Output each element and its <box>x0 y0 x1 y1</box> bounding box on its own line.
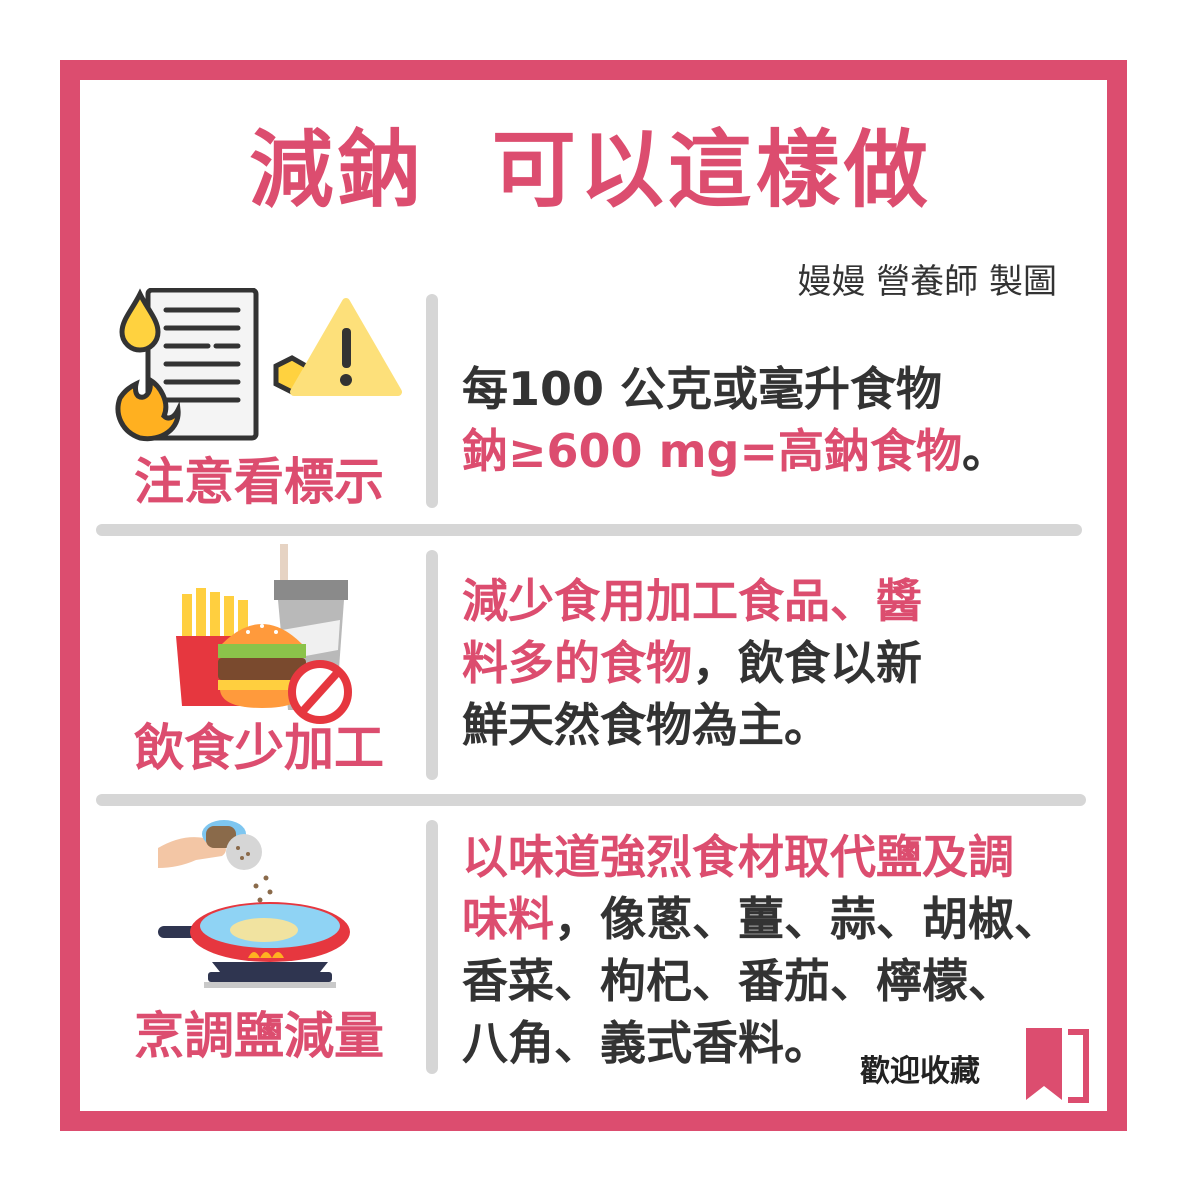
body-text: ，飲食以新 <box>692 636 922 690</box>
section-text: 以味道強烈食材取代鹽及調 味料，像蔥、薑、蒜、胡椒、 香菜、枸杞、番茄、檸檬、 八角、… <box>462 826 1060 1074</box>
text-line: 味料，像蔥、薑、蒜、胡椒、 <box>462 888 1060 950</box>
highlight-text: 減少食用加工食品、醬 <box>462 574 922 628</box>
nutrition-label-warning-icon <box>115 288 402 442</box>
bookmark-icon[interactable] <box>1022 1024 1090 1104</box>
section-label: 飲食少加工 <box>134 719 384 777</box>
section-label: 注意看標示 <box>134 453 384 511</box>
text-line: 料多的食物，飲食以新 <box>462 632 922 694</box>
column-divider <box>426 550 438 780</box>
body-text: 鮮天然食物為主。 <box>462 698 830 752</box>
text-line: 鮮天然食物為主。 <box>462 694 922 756</box>
text-line: 減少食用加工食品、醬 <box>462 570 922 632</box>
credit-text: 嫚嫚 營養師 製圖 <box>797 262 1057 302</box>
divider <box>96 524 1082 536</box>
body-text: ，像蔥、薑、蒜、胡椒、 <box>554 892 1060 946</box>
highlight-text: 鈉≥600 mg=高鈉食物 <box>462 424 962 478</box>
section-text: 每100 公克或毫升食物 鈉≥600 mg=高鈉食物。 <box>462 358 1008 482</box>
text-line: 鈉≥600 mg=高鈉食物。 <box>462 420 1008 482</box>
body-text: 每100 公克或毫升食物 <box>462 362 943 416</box>
column-divider <box>426 294 438 508</box>
highlight-text: 料多的食物 <box>462 636 692 690</box>
highlight-text: 以味道強烈食材取代鹽及調 <box>462 830 1014 884</box>
salt-shaker-pan-icon <box>158 820 350 988</box>
highlight-text: 味料 <box>462 892 554 946</box>
text-line: 香菜、枸杞、番茄、檸檬、 <box>462 950 1060 1012</box>
body-text: 八角、義式香料。 <box>462 1016 830 1070</box>
divider <box>96 794 1086 806</box>
page-title: 減鈉 可以這樣做 <box>249 121 932 219</box>
section-text: 減少食用加工食品、醬 料多的食物，飲食以新 鮮天然食物為主。 <box>462 570 922 756</box>
column-divider <box>426 820 438 1074</box>
text-line: 每100 公克或毫升食物 <box>462 358 1008 420</box>
section-label: 烹調鹽減量 <box>134 1007 384 1065</box>
body-text: 香菜、枸杞、番茄、檸檬、 <box>462 954 1014 1008</box>
text-line: 八角、義式香料。 <box>462 1012 1060 1074</box>
text-line: 以味道強烈食材取代鹽及調 <box>462 826 1060 888</box>
body-text: 。 <box>961 424 1008 478</box>
no-fast-food-icon <box>176 544 352 724</box>
favorite-text: 歡迎收藏 <box>860 1054 980 1089</box>
